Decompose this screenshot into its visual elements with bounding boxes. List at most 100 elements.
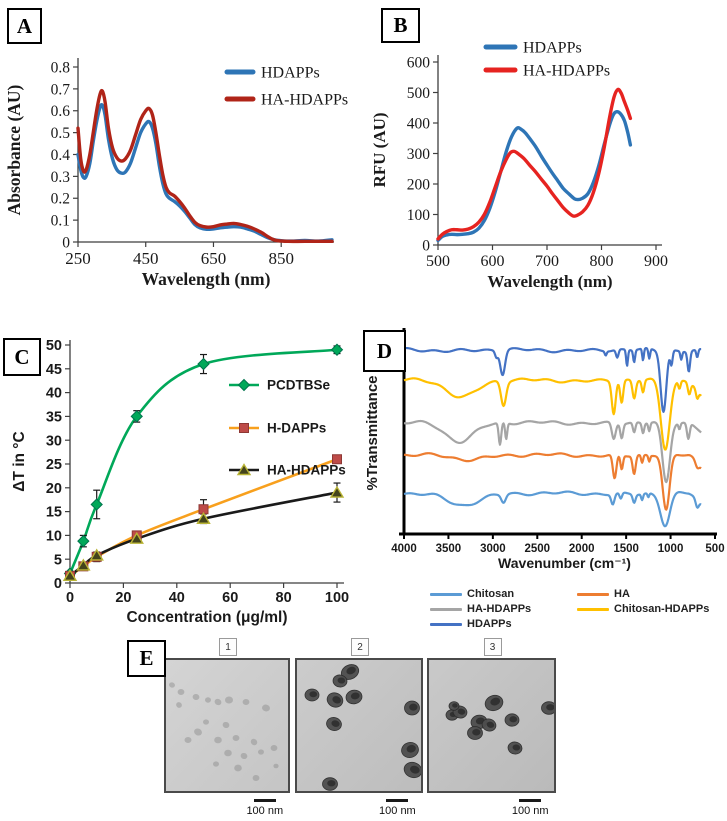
nanoparticle <box>262 704 270 712</box>
x-tick-label: 650 <box>201 249 227 268</box>
x-tick-label: 0 <box>66 590 74 606</box>
tem-frame-number-1: 1 <box>219 638 237 656</box>
panel-label-c: C <box>3 338 41 376</box>
nanoparticle <box>177 689 185 695</box>
nanoparticle <box>258 749 264 755</box>
nanoparticle <box>273 763 279 769</box>
y-tick-label: 0 <box>62 234 70 251</box>
x-axis-title: Wavelength (nm) <box>142 269 271 289</box>
y-tick-label: 10 <box>46 528 62 544</box>
x-tick-label: 2000 <box>569 543 595 555</box>
marker-triangle <box>329 485 345 498</box>
y-tick-label: 0.7 <box>51 81 71 98</box>
y-tick-label: 200 <box>407 176 431 193</box>
panel-label-a: A <box>7 8 42 44</box>
nanoparticle-core <box>337 677 346 684</box>
y-tick-label: 0 <box>422 237 430 254</box>
y-tick-label: 45 <box>46 362 62 378</box>
legend-label-H-DAPPs: H-DAPPs <box>267 421 326 436</box>
y-tick-label: 40 <box>46 386 62 402</box>
scale-label-3: 100 nm <box>511 805 549 817</box>
tem-image-2 <box>295 658 423 793</box>
scale-label-1: 100 nm <box>246 805 284 817</box>
nanoparticle <box>176 702 182 708</box>
x-tick-label: 600 <box>481 253 505 270</box>
panel-d: D 4000 3500 3000 2500 2000 1500 1000 500 Wavenum… <box>363 300 727 630</box>
ftir-chart: 4000 3500 3000 2500 2000 1500 1000 500 Wavenumbe… <box>363 300 727 580</box>
panel-label-a-text: A <box>16 13 33 38</box>
y-tick-label: 35 <box>46 409 62 425</box>
nanoparticle <box>224 749 232 757</box>
ftir-legend-item-HA: HA <box>577 588 630 600</box>
series-HA-HDAPPs <box>436 87 633 241</box>
marker-triangle <box>236 463 252 476</box>
tem-image-3 <box>427 658 557 793</box>
nanoparticle-core <box>457 708 466 715</box>
panel-label-d-text: D <box>376 338 393 363</box>
nanoparticle <box>213 761 219 767</box>
tem-frame-number-3: 3 <box>483 638 502 656</box>
nanoparticle-core <box>490 697 501 706</box>
x-tick-label: 4000 <box>391 543 417 555</box>
tem-svg-2 <box>297 660 423 791</box>
series-HDAPPs <box>436 110 633 243</box>
y-tick-label: 400 <box>407 115 431 132</box>
nanoparticle-core <box>409 703 418 711</box>
legend-swatch-HA <box>577 592 609 596</box>
marker-diamond <box>330 343 344 356</box>
y-tick-label: 0.2 <box>51 191 70 208</box>
nanoparticle <box>234 764 242 772</box>
y-axis-title: RFU (AU) <box>370 112 389 187</box>
panel-e: E 1 100 nm 2 100 nm 3 100 nm <box>0 630 727 821</box>
x-tick-label: 1500 <box>613 543 639 555</box>
marker-triangle <box>129 531 144 544</box>
x-tick-label: 850 <box>268 249 294 268</box>
tem-svg-3 <box>429 660 557 791</box>
nanoparticle <box>270 745 278 751</box>
panel-label-b-text: B <box>393 13 408 37</box>
y-tick-label: 0.1 <box>51 213 70 230</box>
nanoparticle-core <box>346 666 356 675</box>
x-axis-title: Concentration (μg/ml) <box>126 609 287 626</box>
nanoparticle-core <box>309 691 318 698</box>
nanoparticle <box>232 735 240 741</box>
nanoparticle-core <box>509 716 518 723</box>
x-tick-label: 450 <box>133 249 159 268</box>
scale-bar-1 <box>253 799 276 802</box>
ftir-legend-item-HDAPPs: HDAPPs <box>430 618 512 630</box>
y-tick-label: 50 <box>46 338 62 354</box>
marker-diamond <box>237 378 251 392</box>
legend-label-HA-HDAPPs: HA-HDAPPs <box>261 92 348 109</box>
legend-label-HA-HDAPPs: HA-HDAPPs <box>523 63 610 80</box>
nanoparticle-core <box>406 744 416 753</box>
y-tick-label: 20 <box>46 481 62 497</box>
tem-image-1 <box>164 658 290 793</box>
nanoparticle-core <box>546 704 555 711</box>
y-axis-title: ΔT in °C <box>11 431 28 491</box>
nanoparticle <box>214 698 222 706</box>
panel-label-e: E <box>127 640 166 677</box>
marker-diamond <box>130 410 143 423</box>
legend-label-HDAPPs: HDAPPs <box>261 65 320 82</box>
nanoparticle <box>184 737 192 743</box>
fluorescence-chart: 0 100 200 300 400 500 600 500 600 700 800 900 Wavele… <box>363 0 727 305</box>
x-axis-title: Wavenumber (cm⁻¹) <box>498 555 631 571</box>
nanoparticle <box>222 721 230 729</box>
tem-background <box>297 660 421 791</box>
nanoparticle-core <box>331 720 340 727</box>
ftir-legend-item-Chitosan-HDAPPs: Chitosan-HDAPPs <box>577 603 709 615</box>
nanoparticle-core <box>332 696 341 704</box>
ftir-legend: Chitosan HA-HDAPPs HDAPPs HA Chitosan-HDAPPs <box>363 583 727 630</box>
y-axis-title: Absorbance (AU) <box>4 84 24 215</box>
y-tick-label: 0.3 <box>51 169 71 186</box>
nanoparticle <box>225 696 233 704</box>
legend-label-HDAPPs: HDAPPs <box>467 618 512 630</box>
y-tick-label: 100 <box>407 207 431 224</box>
y-tick-label: 25 <box>46 457 62 473</box>
legend-label-HA-HDAPPs: HA-HDAPPs <box>467 603 532 615</box>
y-tick-label: 600 <box>407 54 431 71</box>
marker-triangle <box>89 548 104 561</box>
x-tick-label: 800 <box>590 253 614 270</box>
marker-diamond <box>77 534 90 548</box>
absorbance-chart: 0 0.1 0.2 0.3 0.4 0.5 0.6 0.7 0.8 250 450 650 850 Wav… <box>0 0 365 305</box>
